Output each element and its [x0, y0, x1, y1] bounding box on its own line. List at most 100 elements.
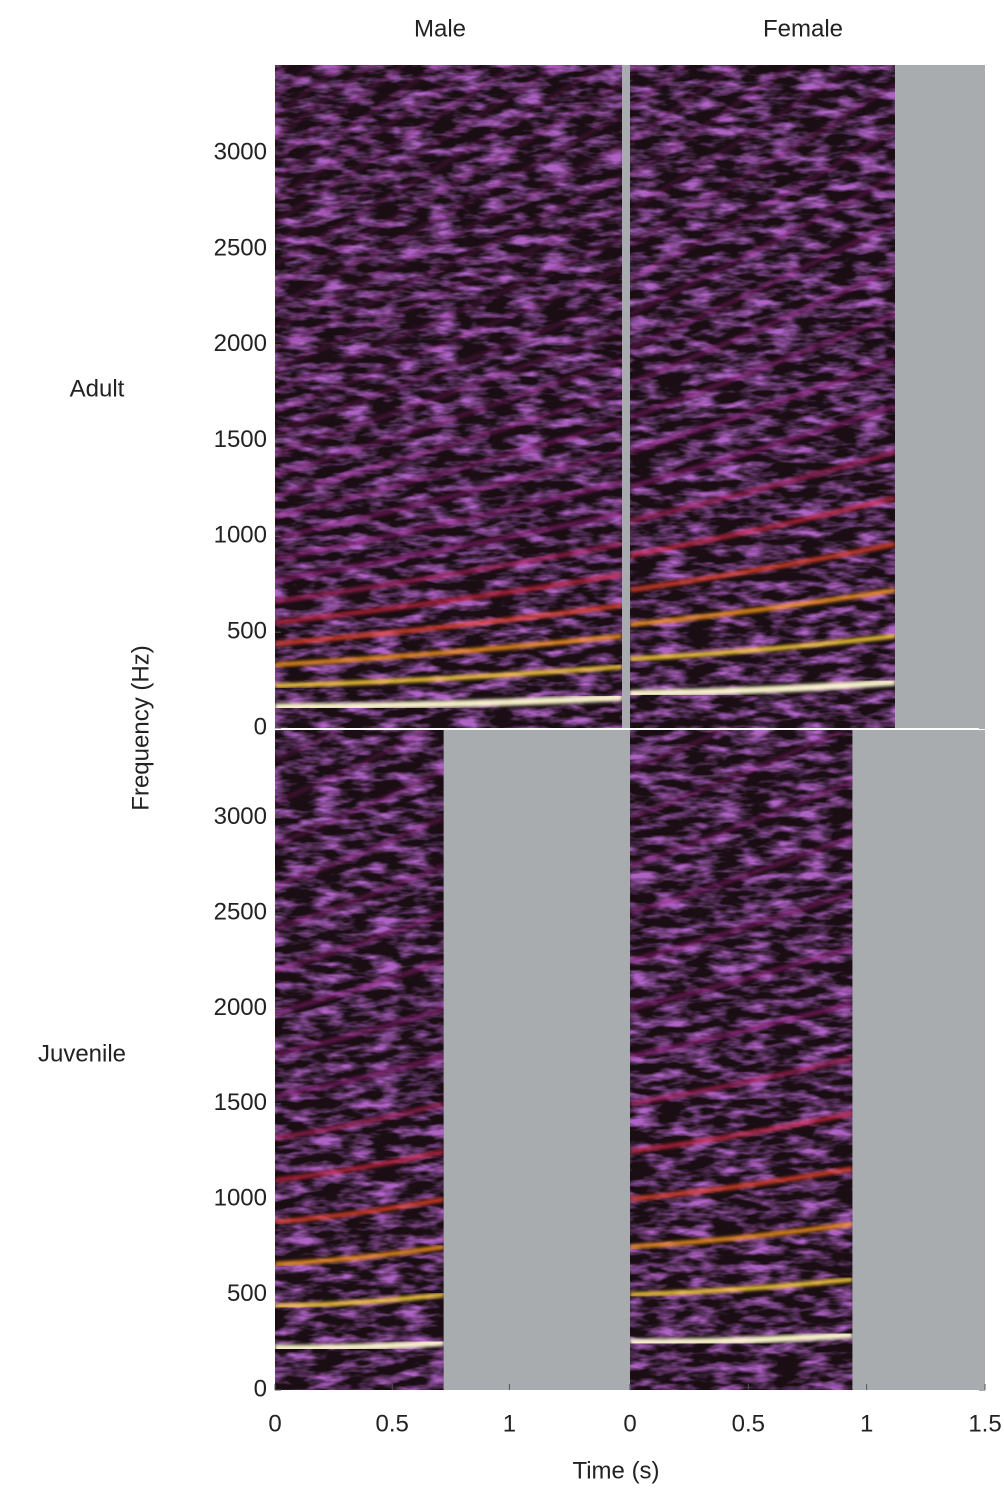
harmonic [275, 204, 622, 372]
harmonic [630, 495, 896, 558]
harmonic [630, 65, 860, 213]
column-gap [622, 730, 630, 1390]
panel [622, 730, 985, 1390]
harmonic [275, 327, 622, 457]
column-gap [622, 65, 630, 728]
harmonic [630, 403, 896, 489]
harmonic [630, 633, 896, 662]
noise [630, 65, 896, 728]
x-tick-label: 0 [623, 1410, 636, 1437]
harmonic [630, 1277, 853, 1297]
x-tick-label: 1 [503, 1410, 516, 1437]
x-tick-label: 0.5 [376, 1410, 409, 1437]
harmonic [275, 266, 622, 414]
spectrogram [275, 65, 622, 728]
harmonic [630, 730, 850, 820]
harmonic [630, 65, 741, 144]
harmonic [275, 449, 622, 541]
y-tick-label: 1500 [214, 426, 267, 453]
silence [895, 65, 985, 728]
harmonic [275, 603, 622, 646]
harmonic [275, 815, 445, 889]
harmonic [275, 65, 408, 161]
harmonic [275, 863, 445, 931]
x-tick-label: 0 [268, 1410, 281, 1437]
harmonic [275, 65, 442, 182]
harmonic [630, 220, 897, 351]
harmonic [630, 834, 854, 916]
fundamental [275, 693, 622, 711]
harmonic [275, 296, 622, 436]
harmonic [630, 890, 854, 963]
harmonic [275, 1197, 445, 1225]
harmonic [630, 945, 854, 1011]
harmonic [275, 65, 562, 246]
y-tick-label: 500 [227, 618, 267, 645]
y-tick-label: 1500 [214, 1089, 267, 1116]
panel [622, 65, 985, 728]
harmonic [275, 768, 445, 847]
column-title: Female [763, 15, 843, 42]
y-tick-label: 1000 [214, 1185, 267, 1212]
harmonic [275, 730, 434, 805]
y-tick-label: 0 [254, 1375, 267, 1402]
harmonic [630, 1166, 853, 1202]
noise [275, 730, 444, 1390]
harmonic [630, 587, 896, 627]
harmonic [275, 143, 622, 330]
y-tick-label: 500 [227, 1280, 267, 1307]
harmonic [630, 266, 897, 386]
y-tick-label: 3000 [214, 138, 267, 165]
y-tick-label: 2000 [214, 994, 267, 1021]
harmonic [630, 779, 854, 868]
harmonic [275, 1149, 445, 1183]
x-axis-label: Time (s) [572, 1457, 659, 1484]
harmonic [275, 235, 622, 393]
harmonic [630, 1221, 853, 1250]
noise [630, 730, 853, 1390]
harmonic [630, 65, 797, 179]
x-tick-label: 1.5 [968, 1410, 1001, 1437]
fundamental [630, 678, 896, 698]
x-tick-label: 1 [860, 1410, 873, 1437]
harmonic [275, 730, 344, 763]
harmonic [275, 174, 622, 351]
harmonic [275, 65, 375, 140]
harmonic [275, 419, 622, 520]
y-tick-label: 2000 [214, 330, 267, 357]
y-tick-label: 0 [254, 713, 267, 740]
harmonic [275, 388, 622, 499]
spectrogram [275, 730, 445, 1390]
harmonic [275, 541, 622, 604]
panel [275, 730, 622, 1390]
harmonic [275, 357, 622, 478]
row-label: Juvenile [38, 1040, 126, 1067]
harmonic [630, 730, 730, 773]
harmonic [275, 480, 622, 562]
harmonic [630, 1000, 854, 1059]
harmonic [275, 65, 608, 267]
harmonic [275, 65, 519, 225]
y-tick-label: 2500 [214, 234, 267, 261]
harmonic [275, 112, 622, 309]
x-tick-label: 0.5 [732, 1410, 765, 1437]
y-axis-label: Frequency (Hz) [127, 645, 154, 810]
harmonic [275, 1292, 445, 1309]
harmonic [630, 82, 897, 248]
fundamental [630, 1331, 853, 1346]
y-tick-label: 2500 [214, 898, 267, 925]
harmonic [275, 1244, 445, 1267]
harmonic [275, 1006, 445, 1057]
harmonic [275, 65, 479, 203]
harmonic [275, 1054, 445, 1099]
harmonic [275, 82, 622, 288]
silence [443, 730, 622, 1390]
harmonic [630, 449, 896, 524]
harmonic [630, 1055, 853, 1107]
harmonic [275, 572, 622, 625]
harmonic [630, 357, 896, 455]
harmonic [275, 65, 345, 119]
harmonic [630, 65, 690, 109]
harmonic [630, 312, 896, 420]
harmonic [275, 664, 622, 689]
